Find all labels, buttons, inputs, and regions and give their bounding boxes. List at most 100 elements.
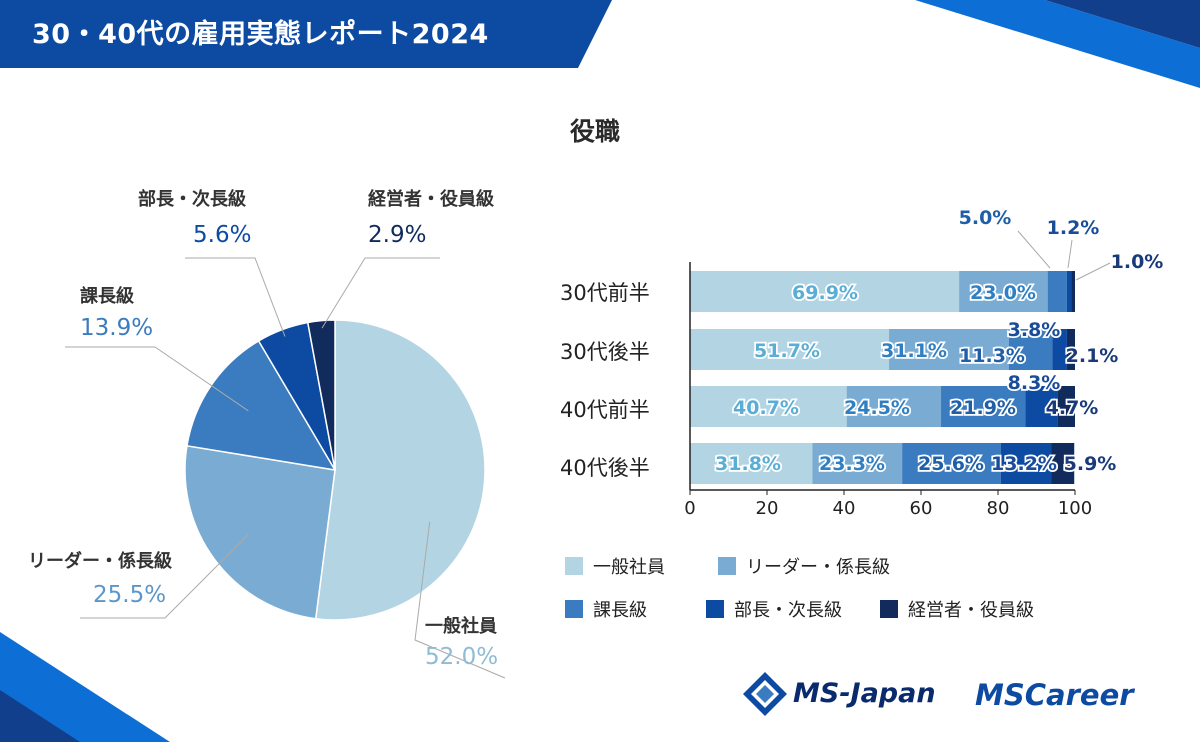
bar-value-label: 5.9%: [1064, 453, 1117, 475]
bar-segment: [1066, 329, 1075, 370]
header-banner: [0, 0, 612, 68]
pie-slice: [306, 319, 336, 471]
x-tick-label: 40: [833, 498, 856, 519]
bar-segment: [1000, 443, 1052, 484]
bar-segment: [1057, 386, 1075, 427]
bottom-left-stripe: [0, 632, 170, 742]
pie-value-section-chief: 13.9%: [80, 315, 154, 341]
bar-value-label: 13.2%: [991, 453, 1057, 475]
bar-value-label: 31.8%: [715, 453, 781, 475]
bar-value-label: 69.9%: [792, 282, 858, 304]
pie-slice: [314, 319, 486, 621]
x-tick-label: 100: [1058, 498, 1092, 519]
pie-value-executive: 2.9%: [368, 222, 427, 248]
legend-label: 経営者・役員級: [908, 600, 1034, 621]
bar-value-label: 23.0%: [970, 282, 1036, 304]
x-tick-label: 60: [910, 498, 933, 519]
bar-value-label: 4.7%: [1046, 397, 1099, 419]
legend-item-section-chief: 課長級: [565, 596, 647, 622]
bar-value-label: 3.8%: [1008, 319, 1061, 341]
pie-leader-line: [65, 346, 249, 412]
ms-japan-logo-icon: [743, 672, 787, 716]
x-tick-label: 0: [684, 498, 695, 519]
bar-value-label: 40.7%: [733, 397, 799, 419]
legend-item-staff: 一般社員: [565, 553, 665, 579]
bottom-left-corner: [0, 690, 80, 742]
legend-swatch: [880, 600, 898, 618]
top-right-stripe: [915, 0, 1200, 88]
bar-segment: [1066, 271, 1072, 312]
pie-value-staff: 52.0%: [425, 644, 499, 670]
pie-value-leader: 25.5%: [93, 582, 167, 608]
bar-segment: [1051, 443, 1075, 484]
bar-segment: [690, 329, 890, 370]
legend-swatch: [565, 600, 583, 618]
bar-value-label: 51.7%: [754, 340, 820, 362]
bar-row-label-1: 30代前半: [560, 281, 650, 305]
bar-segment: [902, 443, 1001, 484]
ms-japan-logo: MS-Japan: [793, 678, 936, 709]
bar-row-label-2: 30代後半: [560, 340, 650, 364]
top-right-corner: [1045, 0, 1200, 48]
pie-label-leader-name: リーダー・係長級: [28, 551, 172, 572]
page-title: 30・40代の雇用実態レポート2024: [32, 19, 489, 50]
legend-item-executive: 経営者・役員級: [880, 596, 1034, 622]
bar-value-label: 25.6%: [918, 453, 984, 475]
chart-title: 役職: [570, 117, 621, 146]
pie-leader-line: [185, 257, 286, 337]
x-tick-label: 20: [756, 498, 779, 519]
bar-value-label: 8.3%: [1008, 372, 1061, 394]
ms-career-logo: MSCareer: [975, 678, 1134, 712]
bar-row-label-4: 40代後半: [560, 456, 650, 480]
bar-row-label-3: 40代前半: [560, 398, 650, 422]
legend-label: 一般社員: [593, 557, 665, 578]
legend-label: 課長級: [593, 600, 647, 621]
bar-segment: [941, 386, 1026, 427]
bar-value-label: 2.1%: [1066, 345, 1119, 367]
pie-leader-line: [80, 534, 249, 619]
x-tick-label: 80: [987, 498, 1010, 519]
pie-leader-line: [414, 521, 506, 679]
bar-segment: [1025, 386, 1058, 427]
bar-value-label: 23.3%: [819, 453, 885, 475]
legend-swatch: [718, 557, 736, 575]
bar-value-label: 11.3%: [959, 345, 1025, 367]
bar-segment: [690, 443, 813, 484]
bar-leader-line: [1017, 230, 1051, 269]
bar-value-label: 24.5%: [844, 397, 910, 419]
bar-leader-line: [1067, 239, 1073, 269]
pie-label-executive-name: 経営者・役員級: [368, 189, 494, 210]
bar-value-label: 1.2%: [1047, 217, 1100, 239]
bar-segment: [1008, 329, 1053, 370]
legend-swatch: [565, 557, 583, 575]
bar-segment: [690, 386, 847, 427]
legend-item-manager: 部長・次長級: [706, 596, 842, 622]
bar-segment: [690, 271, 960, 312]
legend-swatch: [706, 600, 724, 618]
legend-label: 部長・次長級: [734, 600, 842, 621]
bar-segment: [1071, 271, 1075, 312]
pie-label-staff-name: 一般社員: [425, 616, 497, 637]
bar-segment: [1052, 329, 1067, 370]
bar-segment: [1047, 271, 1067, 312]
pie-slice: [184, 444, 336, 620]
bar-segment: [846, 386, 942, 427]
bar-segment: [959, 271, 1048, 312]
pie-leader-line: [321, 257, 440, 329]
bar-value-label: 1.0%: [1111, 251, 1164, 273]
bar-segment: [889, 329, 1009, 370]
pie-value-manager: 5.6%: [193, 222, 252, 248]
bar-value-label: 21.9%: [950, 397, 1016, 419]
bar-value-label: 31.1%: [881, 340, 947, 362]
legend-item-leader: リーダー・係長級: [718, 553, 890, 579]
bar-value-label: 5.0%: [959, 207, 1012, 229]
legend-label: リーダー・係長級: [746, 557, 890, 578]
pie-label-manager-name: 部長・次長級: [138, 189, 246, 210]
bar-leader-line: [1075, 262, 1111, 281]
bar-segment: [812, 443, 903, 484]
pie-label-section-chief-name: 課長級: [80, 286, 134, 307]
